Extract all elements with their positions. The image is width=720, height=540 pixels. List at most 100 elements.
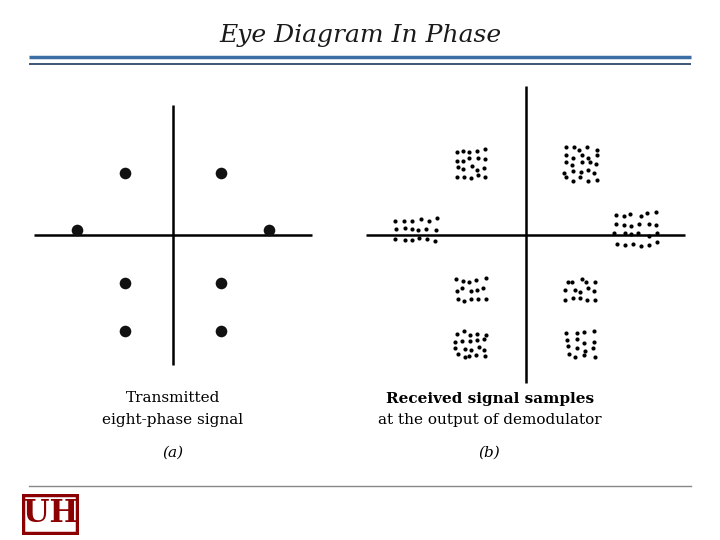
Point [618, 221, 630, 230]
Point [464, 331, 476, 340]
Point [456, 337, 467, 346]
Point [423, 217, 435, 225]
Point [590, 159, 602, 168]
Point [472, 170, 483, 179]
Point [575, 294, 586, 302]
Point [390, 225, 401, 233]
Point [400, 224, 411, 232]
Point [478, 335, 490, 343]
Point [477, 284, 489, 293]
Point [464, 278, 475, 286]
Point [619, 240, 631, 249]
Point [650, 221, 662, 230]
Point [582, 177, 593, 185]
Point [389, 217, 400, 225]
Point [415, 214, 427, 223]
Point [450, 275, 462, 284]
Point [643, 232, 654, 240]
Point [562, 278, 573, 286]
Text: UH: UH [23, 498, 78, 529]
Point [450, 338, 462, 346]
Point [451, 286, 463, 295]
Point [582, 165, 594, 174]
Point [582, 153, 594, 162]
Point [567, 177, 579, 185]
Point [560, 158, 572, 166]
Point [451, 330, 462, 339]
Point [592, 151, 603, 160]
Point [567, 167, 578, 176]
Point [578, 328, 590, 336]
Point [560, 173, 572, 181]
Point [451, 173, 463, 181]
Point [452, 350, 464, 359]
Point [589, 352, 600, 361]
Point [625, 222, 636, 231]
Text: Received signal samples: Received signal samples [385, 392, 594, 406]
Point [571, 329, 582, 338]
Point [459, 297, 470, 306]
Point [581, 143, 593, 152]
Point [465, 295, 477, 304]
Point [478, 346, 490, 354]
Point [406, 217, 418, 225]
Point [464, 337, 476, 346]
Point [578, 339, 590, 347]
Point [589, 168, 600, 177]
Point [576, 158, 588, 166]
Point [457, 276, 469, 285]
Point [421, 234, 433, 243]
Point [627, 239, 639, 248]
Point [611, 219, 622, 228]
Point [589, 278, 600, 286]
Point [451, 157, 463, 165]
Point [588, 338, 600, 346]
Point [591, 176, 603, 185]
Point [587, 344, 598, 353]
Point [420, 225, 432, 233]
Point [573, 145, 585, 154]
Point [569, 286, 580, 294]
Point [459, 345, 471, 353]
Point [480, 330, 492, 339]
Point [406, 236, 418, 245]
Point [618, 212, 629, 221]
Point [464, 154, 475, 163]
Point [458, 172, 469, 181]
Point [619, 228, 631, 237]
Point [470, 276, 482, 285]
Point [558, 168, 570, 177]
Point [580, 346, 591, 355]
Point [466, 161, 477, 170]
Point [464, 352, 475, 360]
Text: (b): (b) [479, 446, 500, 460]
Point [611, 240, 623, 249]
Point [472, 330, 483, 339]
Point [561, 336, 572, 345]
Point [566, 278, 577, 286]
Point [592, 146, 603, 154]
Point [457, 156, 469, 165]
Point [429, 237, 441, 245]
Text: Transmitted: Transmitted [125, 392, 220, 406]
Point [635, 242, 647, 251]
Point [472, 153, 484, 162]
Point [479, 172, 490, 181]
Point [650, 208, 662, 217]
Point [471, 147, 482, 156]
Point [584, 157, 595, 166]
Point [398, 217, 410, 226]
Point [580, 278, 592, 286]
Point [567, 153, 579, 162]
Point [215, 168, 227, 177]
Point [465, 286, 477, 295]
Point [572, 344, 583, 353]
Point [451, 147, 463, 156]
Point [71, 226, 83, 234]
Point [563, 350, 575, 359]
Point [215, 327, 227, 335]
Point [641, 208, 652, 217]
Point [480, 295, 491, 303]
Point [479, 352, 490, 361]
Point [561, 151, 572, 160]
